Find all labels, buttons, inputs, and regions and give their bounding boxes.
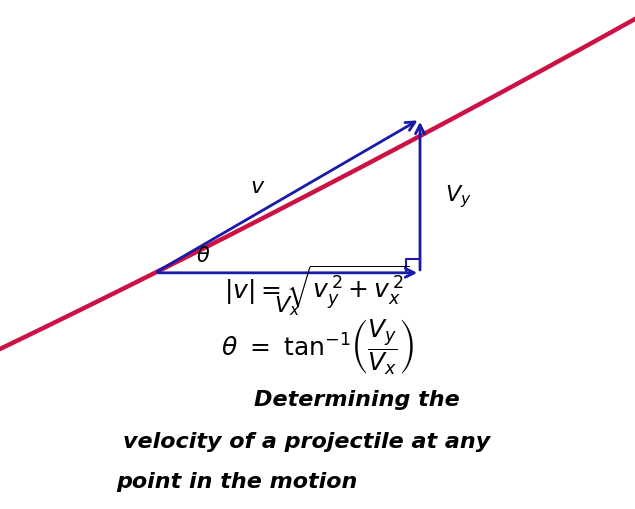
Text: $\theta\ =\ \tan^{-1}\!\left(\dfrac{V_y}{V_x}\right)$: $\theta\ =\ \tan^{-1}\!\left(\dfrac{V_y}… <box>220 317 413 376</box>
Text: Determining the: Determining the <box>254 389 460 409</box>
Text: point in the motion: point in the motion <box>116 471 358 491</box>
Text: $|v| = \sqrt{v_y^{\,2} + v_x^{\,2}}$: $|v| = \sqrt{v_y^{\,2} + v_x^{\,2}}$ <box>224 263 410 312</box>
Text: $v$: $v$ <box>250 177 265 196</box>
Text: $V_y$: $V_y$ <box>444 183 471 210</box>
Text: $\theta$: $\theta$ <box>196 245 210 265</box>
Text: velocity of a projectile at any: velocity of a projectile at any <box>123 431 491 451</box>
Text: $V_x$: $V_x$ <box>274 294 301 317</box>
